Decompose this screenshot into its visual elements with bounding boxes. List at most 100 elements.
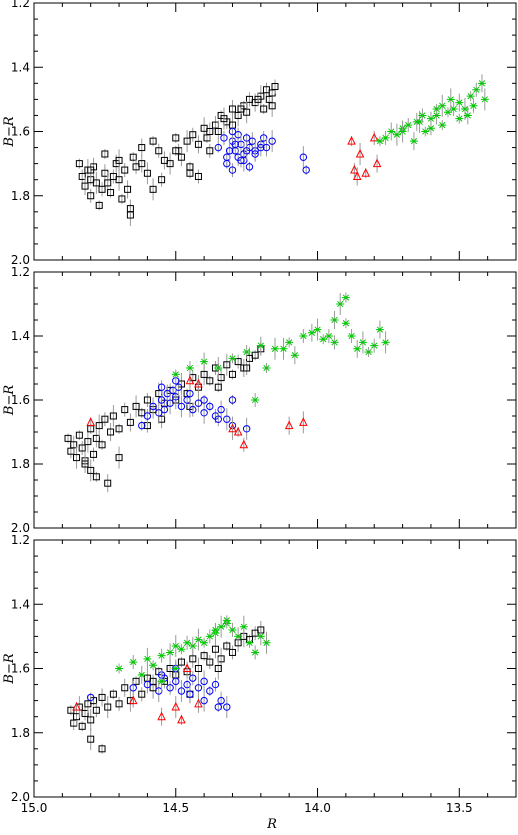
square-marker [98,441,106,449]
y-tick-label: 1.2 [11,265,30,279]
square-marker [228,105,236,113]
data-point-circle [237,153,245,168]
data-point-square [109,169,117,184]
asterisk-marker [412,118,421,126]
data-point-triangle [361,168,371,179]
data-point-square [211,640,219,659]
data-point-square [92,429,100,448]
y-tick-label: 1.8 [11,457,30,471]
square-marker [143,169,151,177]
data-point-triangle [347,136,356,147]
triangle-marker [177,714,186,724]
data-point-asterisk [412,112,421,131]
asterisk-marker [455,99,464,106]
data-point-circle [245,161,254,172]
square-marker [243,364,251,372]
data-point-circle [149,397,157,416]
data-point-circle [200,689,208,712]
data-point-square [95,414,103,437]
data-point-circle [166,392,174,415]
circle-marker [160,405,169,414]
data-point-asterisk [463,106,472,125]
data-point-square [70,435,78,454]
data-point-triangle [284,416,294,435]
square-marker [92,473,100,481]
data-point-asterisk [347,329,356,343]
triangle-marker [194,378,203,388]
square-marker [166,160,174,168]
data-point-asterisk [421,126,430,137]
data-point-asterisk [217,615,226,638]
asterisk-marker [313,326,322,333]
data-point-square [87,708,95,731]
circle-marker [183,680,191,689]
asterisk-marker [242,348,251,356]
data-point-square [115,423,123,434]
data-point-asterisk [381,130,390,145]
square-marker [107,189,115,197]
data-point-square [84,430,92,453]
data-point-asterisk [392,123,401,146]
data-point-asterisk [438,94,447,117]
data-point-triangle [182,661,192,676]
asterisk-marker [177,646,186,653]
data-point-square [254,92,262,107]
square-marker [228,370,236,378]
data-point-circle [231,139,240,150]
data-point-asterisk [129,655,138,670]
square-marker [87,166,95,174]
square-marker [109,690,117,698]
asterisk-marker [469,102,478,109]
data-point-square [87,728,95,751]
triangle-marker [72,701,81,711]
asterisk-marker [446,96,455,103]
square-marker [78,722,86,730]
data-point-asterisk [271,337,279,360]
square-marker [109,412,117,420]
triangle-marker [299,417,308,426]
data-point-square [126,413,134,432]
data-point-asterisk [432,104,441,115]
data-point-square [107,187,115,198]
data-point-asterisk [222,615,231,626]
data-point-square [92,171,100,194]
asterisk-marker [375,326,384,333]
data-point-square [160,151,168,170]
data-point-circle [200,395,208,405]
data-point-square [228,369,236,380]
data-point-asterisk [443,107,452,118]
data-point-circle [183,679,191,690]
data-points [75,74,489,227]
data-point-asterisk [460,98,469,121]
square-marker [98,185,106,193]
square-marker [132,402,140,410]
data-point-asterisk [307,323,316,342]
data-point-circle [189,402,197,417]
triangle-marker [228,423,237,433]
data-point-circle [228,395,237,405]
data-point-asterisk [330,311,339,329]
data-point-asterisk [262,363,271,373]
data-point-square [183,130,191,153]
data-point-asterisk [251,645,260,660]
asterisk-marker [443,109,452,116]
circle-marker [257,143,265,152]
square-marker [95,201,103,209]
data-point-square [206,375,214,386]
asterisk-marker [251,396,260,404]
square-marker [172,147,180,155]
data-point-triangle [369,130,379,145]
circle-marker [143,412,152,420]
asterisk-marker [149,662,158,669]
data-point-circle [157,380,166,395]
data-point-circle [225,139,234,162]
asterisk-marker [205,633,214,640]
square-marker [115,425,123,433]
square-marker [87,192,95,200]
data-point-asterisk [166,643,175,662]
data-point-asterisk [256,627,265,646]
data-point-circle [223,408,231,431]
square-marker [115,700,123,708]
data-point-asterisk [171,369,180,380]
asterisk-marker [307,329,316,336]
